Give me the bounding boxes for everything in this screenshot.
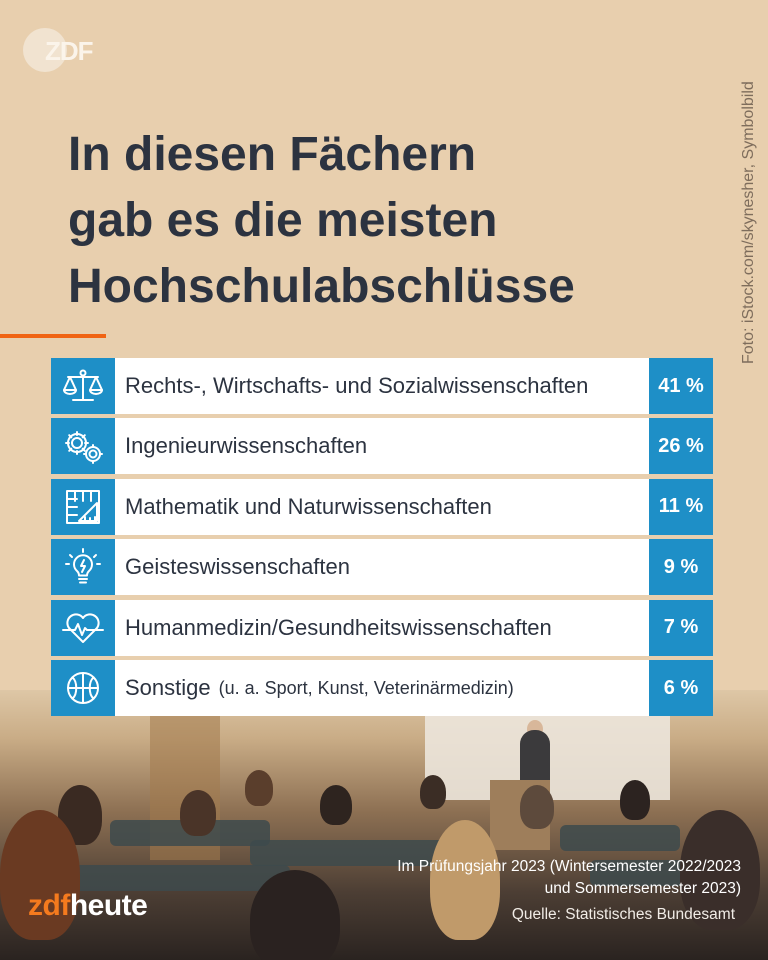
bar-row: Humanmedizin/Gesundheitswissenschaften 7 … xyxy=(51,599,713,656)
value-label: 26 % xyxy=(649,418,713,475)
scales-icon xyxy=(51,358,115,414)
accent-divider xyxy=(0,334,106,338)
ruler-grid-icon xyxy=(51,478,115,535)
zdf-logo: ZDF xyxy=(23,28,107,72)
bar-label: Sonstige (u. a. Sport, Kunst, Veterinärme… xyxy=(115,660,695,716)
value-label: 41 % xyxy=(649,358,713,414)
value-label: 7 % xyxy=(649,599,713,656)
basketball-icon xyxy=(51,660,115,716)
bar-row: Rechts-, Wirtschafts- und Sozialwissensc… xyxy=(51,358,713,414)
category-label: Mathematik und Naturwissenschaften xyxy=(125,493,492,519)
gears-icon xyxy=(51,418,115,475)
value-label: 11 % xyxy=(649,478,713,535)
photo-credit: Foto: iStock.com/skynesher, Symbolbild xyxy=(740,81,757,364)
bar-label: Ingenieurwissenschaften xyxy=(115,418,695,475)
bar-row: Mathematik und Naturwissenschaften 11 % xyxy=(51,478,713,535)
category-note: (u. a. Sport, Kunst, Veterinärmedizin) xyxy=(218,677,514,698)
footnote: Im Prüfungsjahr 2023 (Wintersemester 202… xyxy=(397,858,741,897)
category-label: Sonstige xyxy=(125,675,211,700)
category-label: Geisteswissenschaften xyxy=(125,554,350,580)
lightbulb-icon xyxy=(51,539,115,596)
bar-row: Geisteswissenschaften 9 % xyxy=(51,539,713,596)
bar-label: Geisteswissenschaften xyxy=(115,539,695,596)
bar-row: Sonstige (u. a. Sport, Kunst, Veterinärme… xyxy=(51,660,713,716)
bar-label: Mathematik und Naturwissenschaften xyxy=(115,478,695,535)
source-note: Quelle: Statistisches Bundesamt xyxy=(511,906,735,923)
category-label: Ingenieurwissenschaften xyxy=(125,433,368,459)
value-label: 6 % xyxy=(649,660,713,716)
bar-row: Ingenieurwissenschaften 26 % xyxy=(51,418,713,475)
page-title: In diesen Fächern gab es die meisten Hoc… xyxy=(68,128,575,313)
bar-label: Humanmedizin/Gesundheitswissenschaften xyxy=(115,599,695,656)
category-label: Humanmedizin/Gesundheitswissenschaften xyxy=(125,614,552,640)
category-label: Rechts-, Wirtschafts- und Sozialwissensc… xyxy=(125,373,589,398)
bar-label: Rechts-, Wirtschafts- und Sozialwissensc… xyxy=(115,358,695,414)
zdfheute-logo: zdfheute xyxy=(28,889,148,922)
background-photo-lecture-hall xyxy=(0,690,768,960)
heartbeat-icon xyxy=(51,599,115,656)
value-label: 9 % xyxy=(649,539,713,596)
